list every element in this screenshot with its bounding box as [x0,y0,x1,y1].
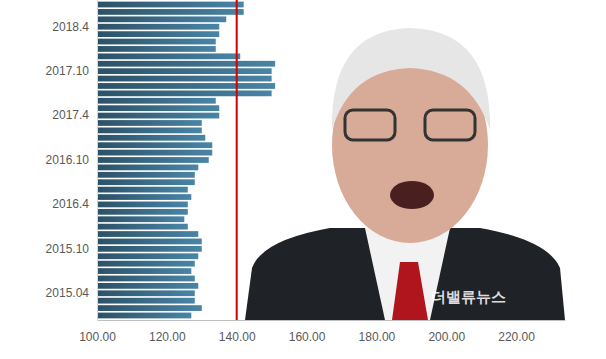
y-tick-label: 2015.04 [46,286,90,300]
y-axis-line [97,1,98,321]
bar [97,98,216,104]
y-tick-label: 2017.10 [46,64,90,78]
bar [97,246,202,252]
bar [97,290,195,296]
bar [97,135,205,141]
bar [97,68,272,74]
y-tick-label: 2017.4 [52,108,89,122]
bar [97,268,191,274]
bar [97,253,198,259]
chart: 더밸류뉴스 100.00 120.00 140.00 160.00 180.00 200.0… [0,0,606,359]
x-axis-line [98,320,566,321]
bar [97,142,212,148]
portrait-glasses [425,110,475,140]
bar [97,298,195,304]
y-tick: 2016.4 [52,197,97,211]
bar [97,9,244,15]
portrait-glasses [345,110,395,140]
x-tick: 120.00 [149,320,186,344]
watermark: 더밸류뉴스 [431,288,506,305]
y-axis: 2015.04 2015.10 2016.4 2016.10 2017.4 2017.10… [46,1,98,321]
x-tick: 180.00 [359,320,396,344]
bar [97,120,202,126]
y-tick-label: 2018.4 [52,20,89,34]
x-tick-label: 140.00 [219,330,256,344]
x-axis: 100.00 120.00 140.00 160.00 180.00 200.00 220.… [79,320,565,344]
y-tick: 2015.10 [46,242,97,256]
y-tick: 2015.04 [46,286,97,300]
x-tick: 140.00 [219,320,256,344]
x-tick-label: 120.00 [149,330,186,344]
bar [97,31,219,37]
x-tick-label: 200.00 [428,330,465,344]
bar [97,2,244,8]
y-tick-label: 2016.4 [52,197,89,211]
bar [97,216,184,222]
bar [97,53,240,59]
bar [97,157,209,163]
bar [97,239,202,245]
x-tick-label: 220.00 [498,330,535,344]
bar [97,150,212,156]
bar [97,24,219,30]
y-tick: 2017.10 [46,64,97,78]
bar [97,90,272,96]
bar [97,39,216,45]
bar [97,172,195,178]
y-tick: 2017.4 [52,108,97,122]
bar [97,202,188,208]
bar [97,127,202,133]
bar [97,179,195,185]
portrait [245,28,565,320]
x-tick: 200.00 [428,320,465,344]
x-tick-label: 180.00 [359,330,396,344]
bar [97,105,219,111]
y-tick: 2016.10 [46,153,97,167]
y-tick: 2018.4 [52,20,97,34]
bar [97,61,275,67]
bar [97,261,195,267]
bar [97,194,191,200]
bar [97,224,188,230]
x-tick: 100.00 [79,320,116,344]
bars [97,0,275,320]
portrait-mouth [390,181,434,209]
bar [97,113,219,119]
reference-line [236,0,238,320]
portrait-tie [392,262,428,320]
bar [97,313,191,319]
x-tick-label: 160.00 [289,330,326,344]
x-tick: 220.00 [498,320,535,344]
x-tick-label: 100.00 [79,330,116,344]
x-tick: 160.00 [289,320,326,344]
bar [97,276,195,282]
y-tick-label: 2015.10 [46,242,90,256]
bar [97,16,226,22]
bar [97,187,188,193]
y-tick-label: 2016.10 [46,153,90,167]
bar [97,209,188,215]
bar [97,76,272,82]
bar [97,305,202,311]
bar [97,283,198,289]
bar [97,231,198,237]
bar [97,165,198,171]
bar [97,46,216,52]
portrait-hair [332,28,490,130]
bar [97,83,275,89]
